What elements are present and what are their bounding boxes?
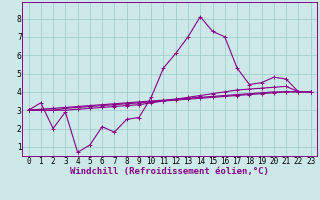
X-axis label: Windchill (Refroidissement éolien,°C): Windchill (Refroidissement éolien,°C) <box>70 167 269 176</box>
